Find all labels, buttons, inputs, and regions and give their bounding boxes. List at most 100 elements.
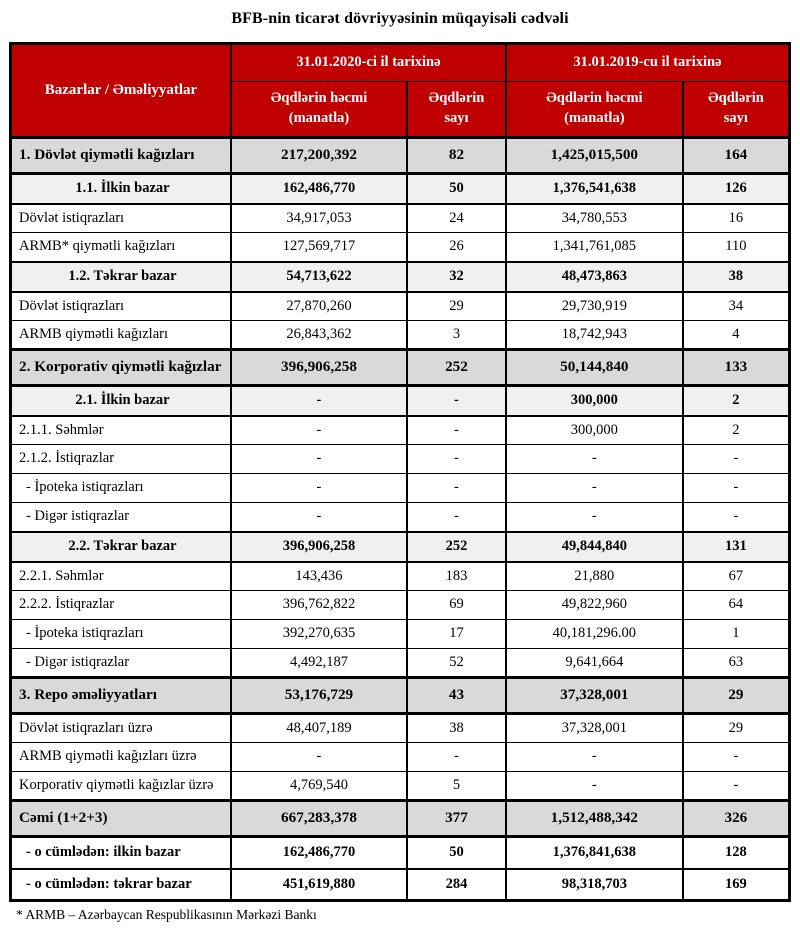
row-label: Dövlət istiqrazları üzrə bbox=[9, 713, 232, 743]
row-label: 1.1. İlkin bazar bbox=[9, 172, 232, 205]
count-2019-cell: 29 bbox=[681, 676, 791, 715]
volume-2019-cell: 300,000 bbox=[504, 415, 684, 445]
count-2019-cell: 169 bbox=[681, 867, 791, 902]
volume-2019-cell: 9,641,664 bbox=[504, 648, 684, 678]
volume-2020-cell: 4,492,187 bbox=[229, 648, 409, 678]
table-row: Dövlət istiqrazları 34,917,053 24 34,780,55… bbox=[9, 203, 791, 233]
count-2020-cell: 38 bbox=[406, 713, 507, 743]
table-body: 1. Dövlət qiymətli kağızları 217,200,392 8… bbox=[9, 136, 791, 902]
volume-2019-cell: 34,780,553 bbox=[504, 203, 684, 233]
volume-2020-cell: - bbox=[229, 502, 409, 532]
count-2020-cell: 50 bbox=[406, 172, 507, 205]
volume-2020-cell: 162,486,770 bbox=[229, 172, 409, 205]
volume-2019-cell: 1,376,541,638 bbox=[504, 172, 684, 205]
table-row: 1.1. İlkin bazar 162,486,770 50 1,376,541,6… bbox=[9, 172, 791, 205]
row-label: - o cümlədən: təkrar bazar bbox=[9, 867, 232, 902]
row-label: ARMB qiymətli kağızları bbox=[9, 320, 232, 350]
count-2019-cell: 133 bbox=[681, 348, 791, 387]
count-2020-cell: 50 bbox=[406, 835, 507, 870]
volume-2019-cell: 37,328,001 bbox=[504, 676, 684, 715]
volume-2020-cell: 396,762,822 bbox=[229, 590, 409, 620]
volume-2019-cell: 98,318,703 bbox=[504, 867, 684, 902]
volume-2019-cell: 1,341,761,085 bbox=[504, 232, 684, 262]
count-2019-cell: 1 bbox=[681, 619, 791, 649]
count-2020-cell: 377 bbox=[406, 799, 507, 838]
table-row: 1.2. Təkrar bazar 54,713,622 32 48,473,863 3… bbox=[9, 260, 791, 293]
count-2019-cell: - bbox=[681, 771, 791, 801]
row-label: 2.1.2. İstiqrazlar bbox=[9, 444, 232, 474]
row-label: 1.2. Təkrar bazar bbox=[9, 260, 232, 293]
count-2020-cell: 284 bbox=[406, 867, 507, 902]
volume-2019-cell: 40,181,296.00 bbox=[504, 619, 684, 649]
table-row: - o cümlədən: ilkin bazar 162,486,770 50 1,… bbox=[9, 835, 791, 870]
row-label: - Digər istiqrazlar bbox=[9, 648, 232, 678]
table-row: - Digər istiqrazlar 4,492,187 52 9,641,664 6… bbox=[9, 648, 791, 678]
volume-2020-cell: 48,407,189 bbox=[229, 713, 409, 743]
volume-2019-cell: 29,730,919 bbox=[504, 291, 684, 321]
volume-2019-cell: 1,512,488,342 bbox=[504, 799, 684, 838]
row-label: 2.1.1. Səhmlər bbox=[9, 415, 232, 445]
table-row: Dövlət istiqrazları üzrə 48,407,189 38 37,3… bbox=[9, 713, 791, 743]
volume-2020-cell: 53,176,729 bbox=[229, 676, 409, 715]
volume-2019-cell: 1,425,015,500 bbox=[504, 136, 684, 175]
count-2020-header: Əqdlərin sayı bbox=[406, 81, 507, 138]
count-2019-cell: 38 bbox=[681, 260, 791, 293]
row-label: - İpoteka istiqrazları bbox=[9, 473, 232, 503]
count-2019-cell: 29 bbox=[681, 713, 791, 743]
markets-operations-header: Bazarlar / Əməliyyatlar bbox=[9, 43, 232, 138]
footnote: * ARMB – Azərbaycan Respublikasının Mərk… bbox=[16, 907, 317, 922]
count-2020-cell: 252 bbox=[406, 348, 507, 387]
volume-2019-cell: 49,822,960 bbox=[504, 590, 684, 620]
table-row: 2.2. Təkrar bazar 396,906,258 252 49,844,84… bbox=[9, 530, 791, 563]
row-label: Dövlət istiqrazları bbox=[9, 203, 232, 233]
count-2020-cell: 17 bbox=[406, 619, 507, 649]
volume-2020-cell: 396,906,258 bbox=[229, 348, 409, 387]
table-row: 2. Korporativ qiymətli kağızlar 396,906,2… bbox=[9, 348, 791, 387]
volume-2020-cell: 4,769,540 bbox=[229, 771, 409, 801]
count-2019-cell: 2 bbox=[681, 384, 791, 417]
row-label: Cəmi (1+2+3) bbox=[9, 799, 232, 838]
table-row: - Digər istiqrazlar - - - - bbox=[9, 502, 791, 532]
table-header: Bazarlar / Əməliyyatlar 31.01.2020-ci il… bbox=[9, 43, 791, 138]
table-row: Korporativ qiymətli kağızlar üzrə 4,769,5… bbox=[9, 771, 791, 801]
volume-2020-cell: - bbox=[229, 444, 409, 474]
date-2019-group-header: 31.01.2019-cu il tarixinə bbox=[504, 43, 791, 82]
count-2020-cell: - bbox=[406, 415, 507, 445]
table-row: ARMB* qiymətli kağızları 127,569,717 26 1,3… bbox=[9, 232, 791, 262]
count-2019-cell: - bbox=[681, 473, 791, 503]
count-2020-cell: - bbox=[406, 384, 507, 417]
table-row: 2.1.2. İstiqrazlar - - - - bbox=[9, 444, 791, 474]
count-2020-cell: 183 bbox=[406, 561, 507, 591]
count-2020-cell: 26 bbox=[406, 232, 507, 262]
count-2019-cell: 63 bbox=[681, 648, 791, 678]
row-label: 2.2. Təkrar bazar bbox=[9, 530, 232, 563]
volume-2020-cell: 162,486,770 bbox=[229, 835, 409, 870]
volume-2020-cell: 26,843,362 bbox=[229, 320, 409, 350]
table-row: ARMB qiymətli kağızları 26,843,362 3 18,742… bbox=[9, 320, 791, 350]
table-row: 2.1.1. Səhmlər - -300,000 2 bbox=[9, 415, 791, 445]
volume-2020-cell: 34,917,053 bbox=[229, 203, 409, 233]
volume-2019-header: Əqdlərin həcmi (manatla) bbox=[504, 81, 684, 138]
volume-2020-cell: - bbox=[229, 742, 409, 772]
row-label: - İpoteka istiqrazları bbox=[9, 619, 232, 649]
trade-turnover-comparison-table: Bazarlar / Əməliyyatlar 31.01.2020-ci il… bbox=[9, 42, 791, 902]
table-row: - İpoteka istiqrazları 392,270,635 17 40,18… bbox=[9, 619, 791, 649]
volume-2020-cell: 27,870,260 bbox=[229, 291, 409, 321]
volume-2019-cell: - bbox=[504, 502, 684, 532]
count-2019-header: Əqdlərin sayı bbox=[681, 81, 791, 138]
count-2019-cell: 110 bbox=[681, 232, 791, 262]
count-2020-cell: 52 bbox=[406, 648, 507, 678]
row-label: - Digər istiqrazlar bbox=[9, 502, 232, 532]
count-2019-cell: 128 bbox=[681, 835, 791, 870]
volume-2020-cell: - bbox=[229, 384, 409, 417]
table-row: - İpoteka istiqrazları - - - - bbox=[9, 473, 791, 503]
row-label: - o cümlədən: ilkin bazar bbox=[9, 835, 232, 870]
volume-2019-cell: 300,000 bbox=[504, 384, 684, 417]
volume-2019-cell: 37,328,001 bbox=[504, 713, 684, 743]
row-label: ARMB qiymətli kağızları üzrə bbox=[9, 742, 232, 772]
volume-2020-cell: 392,270,635 bbox=[229, 619, 409, 649]
count-2019-cell: 34 bbox=[681, 291, 791, 321]
volume-2020-cell: 143,436 bbox=[229, 561, 409, 591]
volume-2019-cell: - bbox=[504, 444, 684, 474]
count-2019-cell: 164 bbox=[681, 136, 791, 175]
